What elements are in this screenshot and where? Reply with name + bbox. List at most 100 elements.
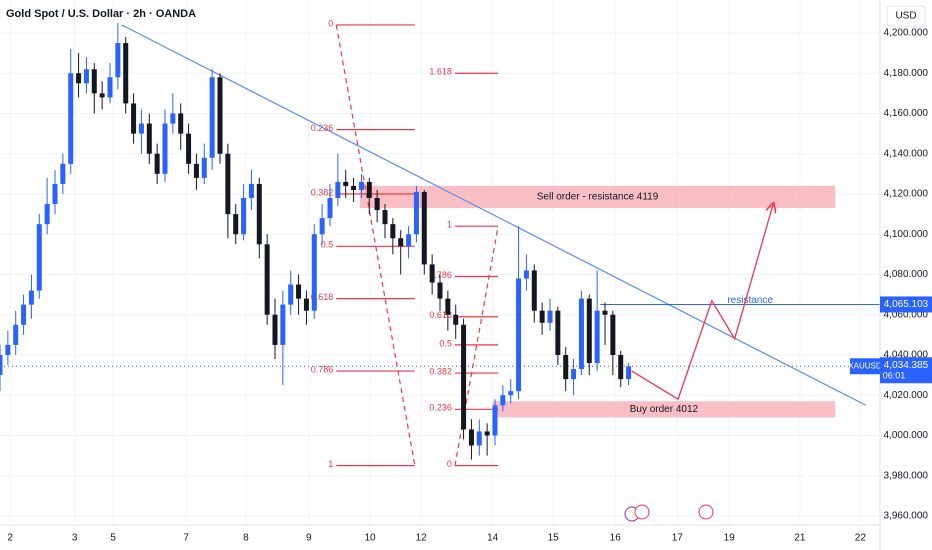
candle-body: [280, 304, 286, 345]
y-tick-label: 4,020.000: [884, 390, 929, 401]
candle-body: [461, 324, 467, 430]
resistance-price-label: 4,065.103: [884, 299, 929, 310]
zone-label: Buy order 4012: [630, 404, 699, 415]
y-tick-label: 3,980.000: [884, 470, 929, 481]
candle-body: [272, 314, 278, 345]
candle-body: [178, 113, 184, 134]
candle-body: [429, 264, 435, 283]
candle-body: [578, 298, 584, 370]
fib-ratio: 1: [328, 459, 333, 469]
candle-body: [358, 181, 364, 190]
x-tick-label: 5: [110, 533, 116, 544]
projection-path: [631, 204, 773, 401]
candle-body: [154, 153, 160, 174]
candle-body: [170, 113, 176, 124]
candle-body: [193, 163, 199, 178]
candle-body: [492, 405, 498, 436]
countdown-label: 06:01: [883, 371, 906, 381]
candle-body: [76, 73, 82, 84]
candle-body: [186, 133, 192, 164]
candle-body: [5, 344, 11, 355]
candle-body: [52, 183, 58, 205]
candle-body: [453, 314, 459, 325]
candle-body: [571, 369, 577, 380]
event-icon[interactable]: [698, 504, 714, 520]
candle-body: [209, 77, 215, 158]
y-tick-label: 3,960.000: [884, 511, 929, 522]
last-price-label: 4,034.385: [884, 360, 929, 371]
candle-body: [406, 234, 412, 247]
x-tick-label: 21: [794, 533, 806, 544]
candle-body: [311, 234, 317, 311]
candle-body: [382, 210, 388, 225]
x-tick-label: 19: [724, 533, 736, 544]
fib-ratio: 0: [328, 18, 333, 28]
candle-body: [618, 354, 624, 380]
candle-body: [468, 429, 474, 446]
y-tick-label: 4,140.000: [884, 148, 929, 159]
candle-body: [83, 69, 89, 84]
candle-body: [60, 163, 66, 184]
y-tick-label: 4,100.000: [884, 229, 929, 240]
event-icon[interactable]: [634, 504, 650, 520]
candle-body: [539, 310, 545, 323]
currency-button[interactable]: [886, 5, 926, 27]
y-tick-label: 4,160.000: [884, 108, 929, 119]
candle-body: [303, 298, 309, 311]
candle-body: [233, 214, 239, 235]
x-tick-label: 3: [72, 533, 78, 544]
fib-ratio: 0.618: [311, 292, 334, 302]
x-tick-label: 7: [183, 533, 189, 544]
x-tick-label: 22: [855, 533, 867, 544]
fib-diagonal: [335, 24, 416, 466]
fib-ratio: 0.786: [429, 270, 452, 280]
event-icons: [624, 504, 714, 522]
y-tick-label: 4,080.000: [884, 269, 929, 280]
candle-body: [398, 238, 404, 247]
candle-body: [44, 204, 50, 225]
fib-ratio: 0.5: [439, 338, 452, 348]
candle-body: [563, 354, 569, 380]
candle-body: [217, 77, 223, 154]
fib-ratio: 0.382: [429, 366, 452, 376]
candle-body: [68, 73, 74, 164]
trendline: [121, 24, 867, 406]
candle-body: [476, 431, 482, 446]
candle-body: [335, 181, 341, 199]
candle-body: [343, 181, 349, 186]
candle-body: [241, 198, 247, 235]
zone-label: Sell order - resistance 4119: [537, 192, 659, 203]
candle-body: [146, 123, 152, 154]
candle-body: [445, 298, 451, 315]
candle-body: [586, 298, 592, 364]
candle-body: [594, 310, 600, 364]
candle-body: [36, 224, 42, 291]
candle-body: [0, 354, 3, 376]
x-tick-label: 8: [243, 533, 249, 544]
fib-ratio: 0.786: [311, 364, 334, 374]
candle-body: [288, 284, 294, 305]
candle-body: [296, 284, 302, 299]
candle-body: [508, 391, 514, 396]
zone: [359, 185, 836, 209]
y-tick-label: 4,180.000: [884, 68, 929, 79]
candle-body: [264, 244, 270, 315]
resistance-label: resistance: [727, 295, 773, 306]
candle-body: [99, 93, 105, 98]
candle-body: [547, 310, 553, 323]
fib-ratio: 0.618: [429, 310, 452, 320]
chart-title: Gold Spot / U.S. Dollar · 2h · OANDA: [6, 8, 196, 20]
candle-body: [523, 270, 529, 279]
candle-body: [351, 185, 357, 190]
candle-body: [21, 304, 27, 325]
symbol-box: [850, 358, 880, 375]
candle-body: [131, 103, 137, 134]
fib-ratio: 1: [447, 220, 452, 230]
x-tick-label: 14: [487, 533, 499, 544]
candle-body: [319, 218, 325, 235]
resistance-price-box: [880, 296, 932, 313]
fib-ratio: 1.618: [429, 67, 452, 77]
fib-ratio: 0: [447, 459, 452, 469]
